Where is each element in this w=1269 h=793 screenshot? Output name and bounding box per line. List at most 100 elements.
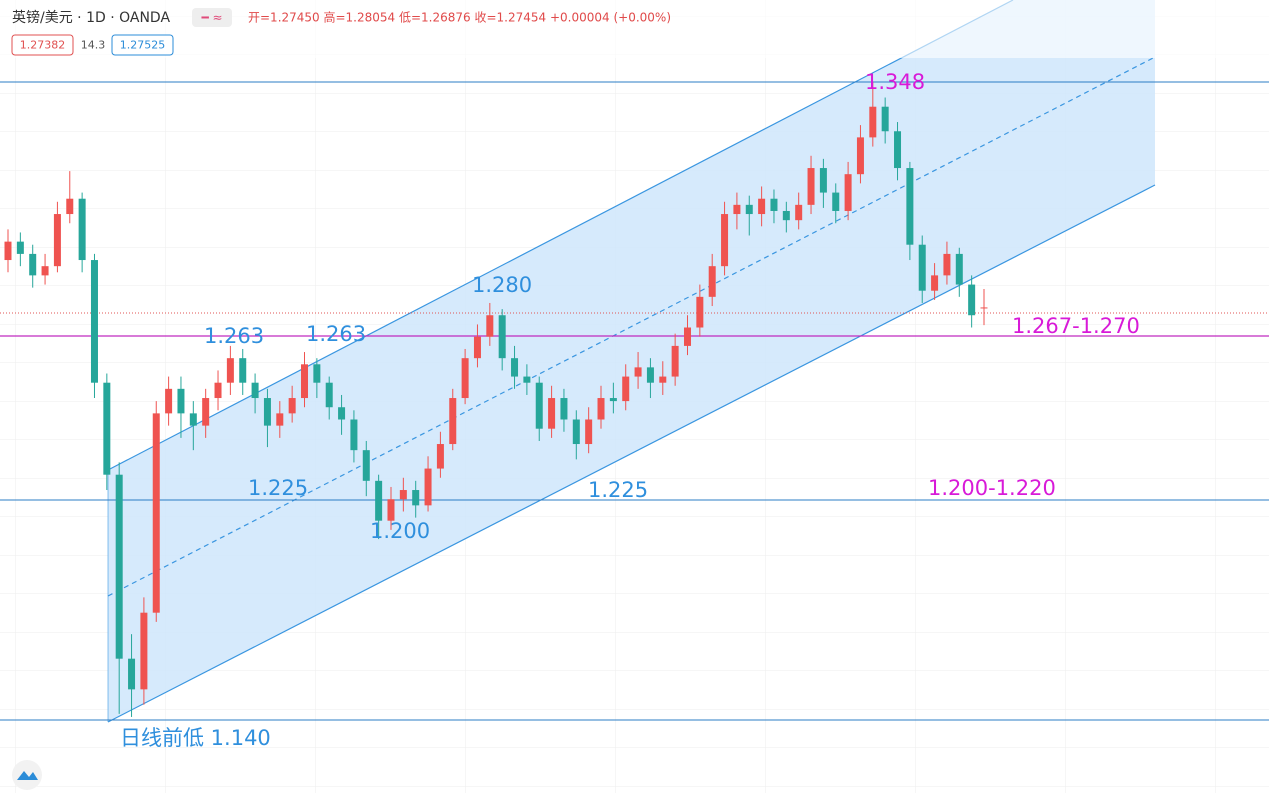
candle-body (597, 398, 605, 420)
candle-body (313, 364, 321, 383)
candle-body (918, 244, 926, 291)
logo-mark (17, 771, 38, 780)
candle-body (535, 382, 543, 429)
candle-body (894, 131, 902, 169)
candle-body (214, 382, 222, 399)
annotation: 1.263 (306, 322, 366, 346)
annotation: 1.280 (472, 273, 532, 297)
candle-body (90, 260, 98, 383)
candle-body (325, 382, 333, 408)
candle-body (869, 106, 877, 138)
candle-body (189, 413, 197, 426)
candle-body (980, 307, 988, 309)
candle-body (276, 413, 284, 426)
candle-body (226, 358, 234, 383)
candle-body (683, 327, 691, 346)
candle-body (548, 398, 556, 429)
candle-body (436, 444, 444, 469)
candle-body (758, 198, 766, 215)
candle-body (968, 284, 976, 316)
candle-body (585, 419, 593, 445)
candle-body (362, 450, 370, 481)
candle-body (498, 315, 506, 359)
ask: 1.27525 (120, 39, 166, 52)
annotation: 1.225 (248, 476, 308, 500)
candle-body (708, 266, 716, 297)
candle-body (251, 382, 259, 399)
candle-body (473, 336, 481, 359)
candle-body (399, 490, 407, 500)
candle-body (103, 382, 111, 475)
candle-body (572, 419, 580, 445)
spread: 14.3 (81, 39, 106, 52)
candle-body (560, 398, 568, 420)
candle-body (263, 398, 271, 426)
symbol-title: 英镑/美元 · 1D · OANDA (12, 9, 170, 26)
annotation: 1.263 (204, 324, 264, 348)
annotation: 1.267-1.270 (1012, 314, 1140, 338)
candle-body (29, 253, 37, 276)
candle-body (943, 253, 951, 276)
ask-badge (111, 34, 174, 56)
candle-body (288, 398, 296, 414)
candle-body (301, 364, 309, 399)
candle-body (795, 204, 803, 221)
candle-body (165, 388, 173, 414)
candle-body (140, 612, 148, 690)
bid: 1.27382 (20, 39, 66, 52)
candle-body (609, 398, 617, 402)
candle-body (350, 419, 358, 451)
candle-body (511, 358, 519, 377)
channel-upper (107, 0, 1014, 471)
candle-body (128, 658, 136, 690)
candle-body (16, 241, 24, 254)
candle-body (733, 204, 741, 215)
channel-lower (107, 184, 1156, 723)
candle-body (115, 474, 123, 659)
toggle[interactable] (192, 8, 232, 27)
bid-badge (11, 34, 74, 56)
channel-mid (107, 56, 1156, 597)
candle-body (66, 198, 74, 215)
candle-body (832, 192, 840, 211)
candle-body (41, 266, 49, 276)
candle-body (844, 174, 852, 211)
candle-body (4, 241, 12, 261)
candle-body (622, 376, 630, 402)
candle-body (721, 214, 729, 267)
channel-fill (108, 0, 1155, 722)
candle-body (375, 480, 383, 521)
candle-body (78, 198, 86, 261)
candle-body (53, 214, 61, 267)
candle-body (152, 413, 160, 613)
candle-body (906, 168, 914, 245)
candle-body (523, 376, 531, 383)
header-bg (0, 0, 1269, 58)
candle-body (239, 358, 247, 383)
candle-body (955, 253, 963, 285)
candle-body (412, 490, 420, 506)
candle-body (449, 398, 457, 445)
annotation: 1.225 (588, 478, 648, 502)
candle-body (486, 315, 494, 337)
candle-body (659, 376, 667, 383)
candle-body (807, 168, 815, 205)
candle-body (745, 204, 753, 215)
candle-body (634, 367, 642, 377)
annotation: 1.200-1.220 (928, 476, 1056, 500)
candle-body (387, 499, 395, 521)
annotation: 1.200 (370, 519, 430, 543)
candle-body (696, 296, 704, 328)
annotation: 1.348 (865, 70, 925, 94)
candle-body (881, 106, 889, 132)
candle-body (931, 275, 939, 291)
candle-body (646, 367, 654, 383)
candle-body (461, 358, 469, 399)
candle-body (819, 168, 827, 193)
candle-body (770, 198, 778, 211)
candle-body (856, 137, 864, 175)
candle-body (782, 210, 790, 221)
candle-body (177, 388, 185, 414)
